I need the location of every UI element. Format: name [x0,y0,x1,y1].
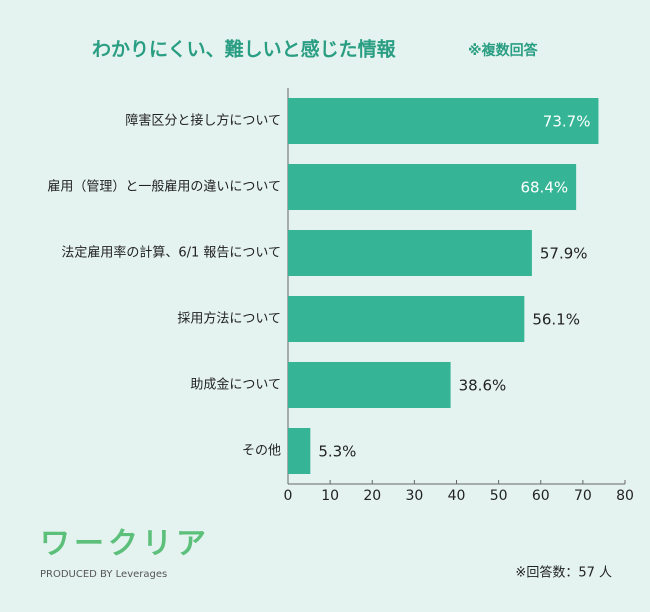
chart-title: わかりにくい、難しいと感じた情報 [92,38,397,61]
value-label: 73.7% [543,113,591,131]
value-label: 68.4% [520,179,568,197]
y-tick-label: 雇用（管理）と一般雇用の違いについて [47,179,281,195]
x-tick-label: 40 [448,488,466,504]
x-tick-label: 60 [532,488,550,504]
y-tick-label: 法定雇用率の計算、6/1 報告について [61,245,281,261]
x-tick-label: 20 [363,488,381,504]
x-tick-label: 70 [574,488,592,504]
value-label: 38.6% [459,377,507,395]
y-tick-label: 障害区分と接し方について [125,113,281,129]
note: ※回答数：57 人 [515,565,612,581]
x-tick-label: 50 [490,488,508,504]
bar [288,98,599,144]
x-tick-label: 30 [405,488,423,504]
x-tick-label: 80 [616,488,634,504]
y-tick-label: 採用方法について [177,311,281,327]
bar [288,164,577,210]
y-tick-label: 助成金について [190,377,281,393]
logo-tagline: PRODUCED BY Leverages [40,569,167,580]
bar [288,428,311,474]
value-label: 57.9% [540,245,588,263]
logo: ワークリア [40,527,210,562]
x-tick-label: 10 [321,488,339,504]
chart-subtitle: ※複数回答 [468,42,539,59]
x-tick-label: 0 [284,488,293,504]
value-label: 5.3% [318,443,356,461]
value-label: 56.1% [532,311,580,329]
bar [288,296,525,342]
bar [288,230,532,276]
bar [288,362,451,408]
y-tick-label: その他 [242,444,281,459]
